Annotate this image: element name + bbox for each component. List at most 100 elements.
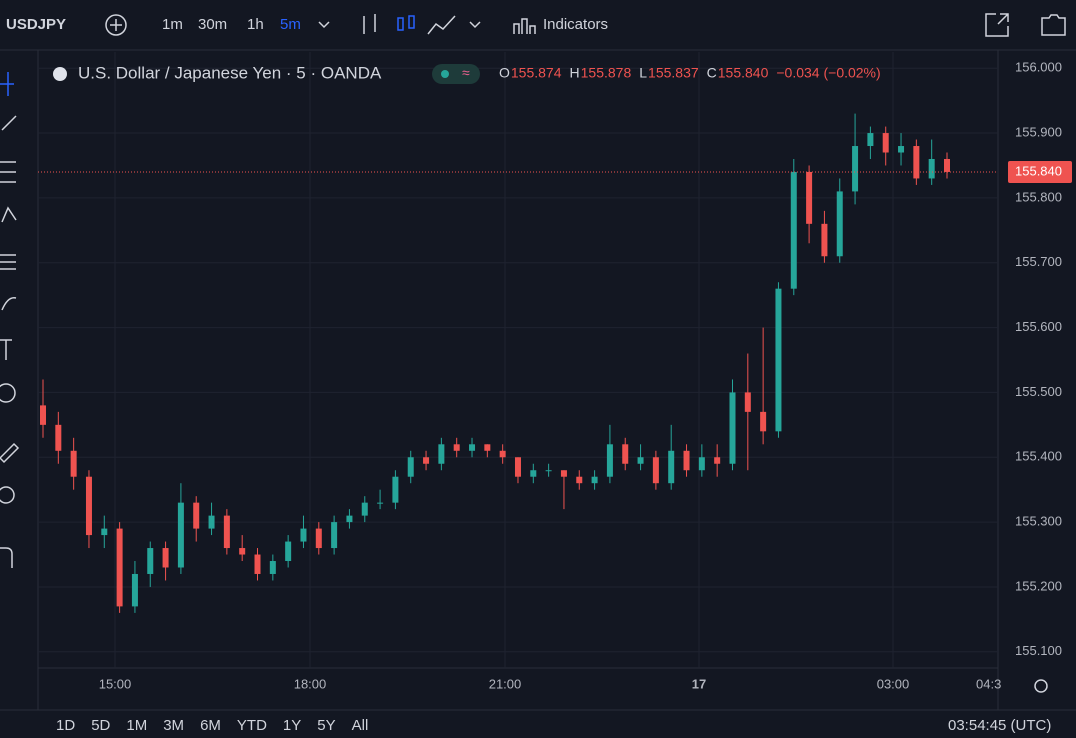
drawing-tools[interactable]	[0, 72, 20, 568]
candle-body	[131, 573, 138, 607]
candle-body	[683, 450, 690, 471]
x-tick-label: 04:3	[976, 676, 1001, 691]
candle-body	[698, 457, 705, 471]
candle-body	[622, 444, 629, 464]
y-tick-label: 155.200	[1015, 578, 1062, 593]
symbol[interactable]: USDJPY	[6, 16, 66, 33]
interval-active[interactable]: 5m	[280, 16, 301, 33]
candle-body	[744, 392, 751, 412]
candle-body	[208, 515, 215, 529]
candle-body	[101, 528, 108, 536]
candle-body	[331, 522, 338, 549]
interval[interactable]: 1h	[247, 16, 264, 33]
range-button[interactable]: 1D	[56, 717, 75, 734]
candle-body	[821, 223, 828, 257]
ohlc-legend: O 155.874 H 155.878 L 155.837 C 155.840 −0.034 (…	[499, 65, 881, 81]
top-bar	[0, 0, 1076, 50]
range-button[interactable]: 5Y	[317, 717, 335, 734]
area-style[interactable]	[427, 15, 456, 35]
candle-body	[545, 470, 552, 472]
ohlc-h: 155.878	[581, 65, 632, 81]
range-button[interactable]: All	[352, 717, 369, 734]
indicators[interactable]: Indicators	[543, 16, 608, 33]
status-icon: ≈	[462, 65, 470, 81]
candle-body	[377, 502, 384, 504]
range-button[interactable]: YTD	[237, 717, 267, 734]
candle-body	[913, 146, 920, 179]
candle-body	[239, 548, 246, 555]
instrument-name: U.S. Dollar / Japanese Yen · 5 · OANDA	[78, 63, 382, 82]
candle-body	[285, 541, 292, 562]
candle-body	[867, 133, 874, 147]
candle-body	[652, 457, 659, 484]
last-price-tag	[1008, 160, 1072, 183]
dropdown[interactable]	[469, 21, 481, 29]
range-button[interactable]: 1M	[126, 717, 147, 734]
y-tick-label: 155.900	[1015, 124, 1062, 139]
range-button[interactable]: 3M	[163, 717, 184, 734]
bar-style[interactable]	[363, 14, 376, 34]
candle-body	[223, 515, 230, 549]
x-tick-label: 15:00	[99, 676, 132, 691]
interval[interactable]: 1m	[162, 16, 183, 33]
interval[interactable]: 30m	[198, 16, 227, 33]
status-dot	[441, 70, 449, 78]
candle-body	[70, 450, 77, 477]
candle-body	[606, 444, 613, 477]
candle-body	[514, 457, 521, 477]
x-tick-label: 03:00	[877, 676, 910, 691]
candle-body	[729, 392, 736, 464]
range-button[interactable]: 1Y	[283, 717, 301, 734]
candle-body	[469, 444, 476, 451]
candle-body	[361, 502, 368, 516]
candle-body	[392, 476, 399, 503]
y-tick-label: 155.400	[1015, 449, 1062, 464]
candle-body	[40, 405, 46, 425]
y-tick-label: 155.300	[1015, 514, 1062, 529]
candle-body	[790, 171, 797, 289]
add-button[interactable]	[105, 14, 127, 36]
y-tick-label: 155.800	[1015, 189, 1062, 204]
range-button[interactable]: 5D	[91, 717, 110, 734]
candle-body	[560, 470, 567, 477]
snapshot[interactable]	[1041, 14, 1066, 36]
clock: 03:54:45 (UTC)	[948, 717, 1051, 734]
x-tick-label: 21:00	[489, 676, 522, 691]
candle-body	[55, 424, 62, 451]
candle-body	[668, 450, 675, 484]
candle-body	[315, 528, 322, 549]
candle-body	[162, 548, 169, 568]
candle-body	[591, 476, 598, 484]
candle-body	[423, 457, 430, 464]
candle-body	[453, 444, 460, 451]
ohlc-l-label: L	[639, 65, 647, 81]
candle-body	[346, 515, 353, 523]
candle-body	[254, 554, 261, 574]
candle-body	[576, 476, 583, 484]
candle-body	[944, 158, 950, 172]
y-tick-label: 155.500	[1015, 384, 1062, 399]
range-button[interactable]: 6M	[200, 717, 221, 734]
candle-body	[407, 457, 414, 477]
indicators-icon[interactable]	[513, 18, 536, 34]
fullscreen[interactable]	[985, 13, 1009, 37]
candle-body	[116, 528, 123, 607]
ohlc-l: 155.837	[648, 65, 699, 81]
settings[interactable]	[1034, 679, 1048, 693]
candle-style[interactable]	[397, 15, 415, 31]
ohlc-c-label: C	[707, 65, 717, 81]
candle-body	[637, 457, 644, 464]
candle-body	[147, 548, 154, 574]
flag	[53, 67, 67, 81]
candle-body	[852, 146, 859, 192]
ohlc-h-label: H	[570, 65, 580, 81]
candle-body	[775, 288, 782, 432]
candle-body	[882, 133, 889, 153]
last-price-label: 155.840	[1015, 163, 1062, 178]
y-tick-label: 156.000	[1015, 60, 1062, 75]
dropdown[interactable]	[318, 21, 330, 29]
candle-body	[760, 411, 767, 432]
x-tick-label: 18:00	[294, 676, 327, 691]
